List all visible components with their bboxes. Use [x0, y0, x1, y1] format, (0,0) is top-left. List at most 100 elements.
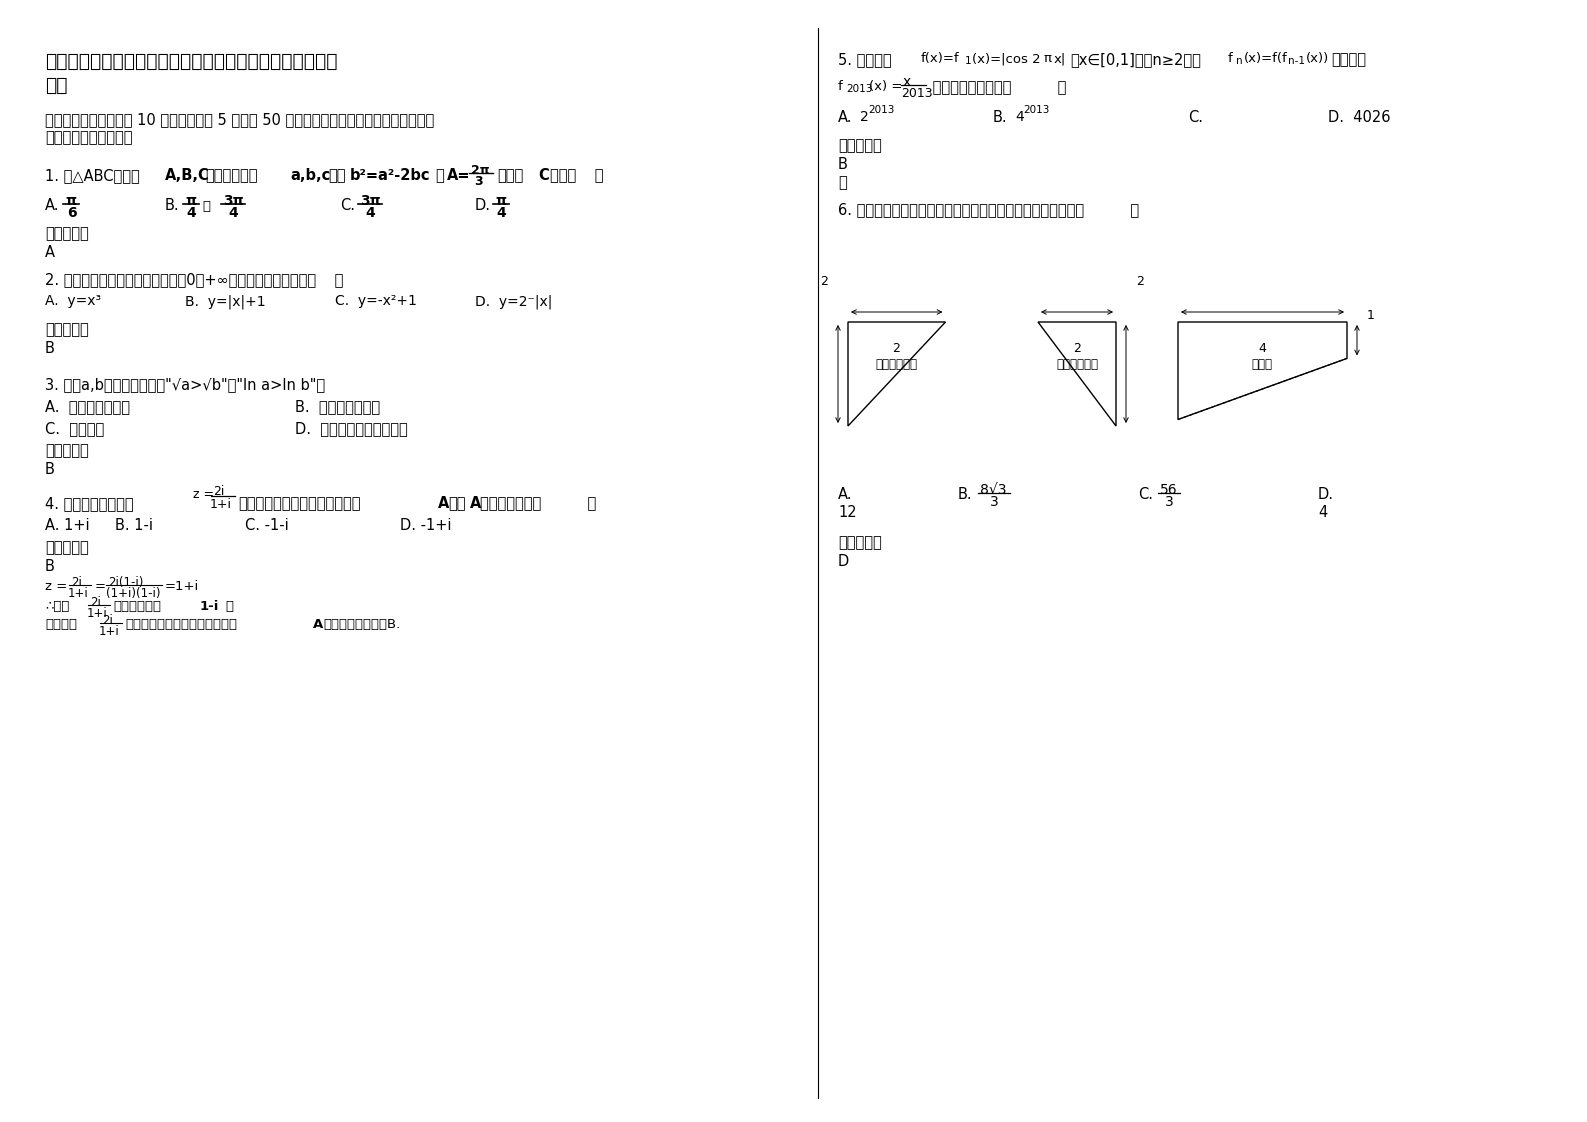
Text: D.: D. [1317, 487, 1335, 502]
Text: 1+i: 1+i [87, 607, 108, 620]
Text: ，则: ，则 [448, 496, 465, 511]
Text: ，则方程: ，则方程 [1331, 52, 1366, 67]
Text: A.: A. [44, 197, 59, 213]
Text: 等于（    ）: 等于（ ） [551, 168, 603, 183]
Text: 2i: 2i [102, 614, 113, 627]
Text: 6. 一个几何体的三视图如图所示，则这个几何体的体积等于（          ）: 6. 一个几何体的三视图如图所示，则这个几何体的体积等于（ ） [838, 202, 1139, 217]
Text: =: = [95, 580, 106, 594]
Text: D.  既不充分也不必要条件: D. 既不充分也不必要条件 [295, 421, 408, 436]
Text: 3: 3 [990, 495, 998, 509]
Text: π: π [65, 194, 76, 208]
Text: B.  必要不充分条件: B. 必要不充分条件 [295, 399, 381, 414]
Text: 就是复数: 就是复数 [44, 618, 78, 631]
Text: A.: A. [838, 110, 852, 125]
Text: D.  4026: D. 4026 [1328, 110, 1390, 125]
Text: 四川省凉山市西昌礼州中学校高三数学理上学期期末试卷含: 四川省凉山市西昌礼州中学校高三数学理上学期期末试卷含 [44, 52, 338, 71]
Text: C: C [538, 168, 549, 183]
Text: 1+i: 1+i [68, 587, 89, 600]
Text: 1-i: 1-i [200, 600, 219, 613]
Text: C.: C. [1189, 110, 1203, 125]
Text: 解析: 解析 [44, 76, 68, 95]
Text: π: π [186, 194, 197, 208]
Text: f: f [838, 80, 843, 93]
Text: ，x∈[0,1]，当n≥2时，: ，x∈[0,1]，当n≥2时， [1070, 52, 1201, 67]
Text: =1+i: =1+i [165, 580, 200, 594]
Text: b²=a²-2bc: b²=a²-2bc [351, 168, 430, 183]
Text: C.  y=-x²+1: C. y=-x²+1 [335, 294, 417, 309]
Text: 参考答案：: 参考答案： [44, 226, 89, 241]
Text: A: A [313, 618, 324, 631]
Text: C.: C. [340, 197, 355, 213]
Text: 2. 下列函数中，既是偶函数又在（0，+∞）单调递增的函数是（    ）: 2. 下列函数中，既是偶函数又在（0，+∞）单调递增的函数是（ ） [44, 272, 343, 287]
Text: 对应的复数为（          ）: 对应的复数为（ ） [479, 496, 597, 511]
Text: 俯视图: 俯视图 [1252, 358, 1273, 371]
Text: 2: 2 [1136, 275, 1144, 288]
Text: D: D [838, 554, 849, 569]
Text: B.: B. [959, 487, 973, 502]
Text: 2: 2 [820, 275, 828, 288]
Text: 的对边分别为: 的对边分别为 [205, 168, 257, 183]
Text: 的实数解的个数为（          ）: 的实数解的个数为（ ） [928, 80, 1066, 95]
Text: ，: ， [435, 168, 444, 183]
Text: (x) =: (x) = [870, 80, 903, 93]
Text: 2013: 2013 [901, 88, 933, 100]
Text: C.  充要条件: C. 充要条件 [44, 421, 105, 436]
Text: (1+i)(1-i): (1+i)(1-i) [106, 587, 160, 600]
Text: 或: 或 [202, 200, 209, 213]
Text: A: A [44, 245, 56, 260]
Text: 2013: 2013 [868, 105, 895, 114]
Text: 4. 在复平面内与复数: 4. 在复平面内与复数 [44, 496, 133, 511]
Text: ，则角: ，则角 [497, 168, 524, 183]
Text: 4: 4 [365, 206, 375, 220]
Text: x|: x| [1054, 52, 1066, 65]
Text: 2π: 2π [471, 164, 490, 177]
Text: B: B [838, 157, 847, 172]
Text: 所对应的点关于实轴对称的点为: 所对应的点关于实轴对称的点为 [125, 618, 236, 631]
Text: 略: 略 [838, 175, 847, 190]
Text: 3: 3 [475, 175, 482, 188]
Text: 4: 4 [497, 206, 506, 220]
Text: 侧（左）视图: 侧（左）视图 [1055, 358, 1098, 371]
Text: 是一个符合题目要求的: 是一个符合题目要求的 [44, 130, 132, 145]
Text: 参考答案：: 参考答案： [838, 535, 882, 550]
Text: 1+i: 1+i [209, 498, 232, 511]
Text: 56: 56 [1160, 482, 1178, 497]
Text: n-1: n-1 [1289, 56, 1305, 66]
Text: 3π: 3π [224, 194, 244, 208]
Text: 4: 4 [229, 206, 238, 220]
Text: 3: 3 [1165, 495, 1174, 509]
Text: 2i: 2i [213, 485, 224, 498]
Text: 参考答案：: 参考答案： [44, 322, 89, 337]
Text: B: B [44, 341, 56, 356]
Text: 一、选择题：本大题共 10 小题，每小题 5 分，共 50 分。在每小题给出的四个选项中，只有: 一、选择题：本大题共 10 小题，每小题 5 分，共 50 分。在每小题给出的四… [44, 112, 435, 127]
Text: 12: 12 [838, 505, 857, 519]
Text: 4: 4 [186, 206, 195, 220]
Text: 1: 1 [1366, 309, 1374, 322]
Text: 5. 已知函数: 5. 已知函数 [838, 52, 892, 67]
Text: 参考答案：: 参考答案： [44, 540, 89, 555]
Text: 1: 1 [965, 56, 971, 66]
Text: π: π [1043, 52, 1051, 65]
Text: n: n [1236, 56, 1243, 66]
Text: 对应的复数，故选B.: 对应的复数，故选B. [324, 618, 400, 631]
Text: B: B [44, 462, 56, 477]
Text: 4: 4 [1016, 110, 1024, 125]
Text: B.: B. [165, 197, 179, 213]
Text: 正（主）视图: 正（主）视图 [874, 358, 917, 371]
Text: A.  y=x³: A. y=x³ [44, 294, 102, 309]
Text: 4: 4 [1258, 342, 1266, 355]
Text: 2i: 2i [90, 596, 102, 609]
Text: A=: A= [448, 168, 470, 183]
Text: 参考答案：: 参考答案： [838, 138, 882, 153]
Text: z =: z = [194, 488, 214, 502]
Text: 所对应的点关于实轴对称的点为: 所对应的点关于实轴对称的点为 [238, 496, 360, 511]
Text: 2i(1-i): 2i(1-i) [108, 576, 143, 589]
Text: f(x)=f: f(x)=f [920, 52, 960, 65]
Text: A. 1+i: A. 1+i [44, 518, 89, 533]
Text: B.  y=|x|+1: B. y=|x|+1 [186, 294, 265, 309]
Text: 3. 已知a,b都是实数，那么"√a>√b"是"ln a>ln b"的: 3. 已知a,b都是实数，那么"√a>√b"是"ln a>ln b"的 [44, 377, 325, 392]
Text: (x)): (x)) [1306, 52, 1330, 65]
Text: A: A [438, 496, 449, 511]
Text: π: π [495, 194, 506, 208]
Text: 2013: 2013 [1024, 105, 1049, 114]
